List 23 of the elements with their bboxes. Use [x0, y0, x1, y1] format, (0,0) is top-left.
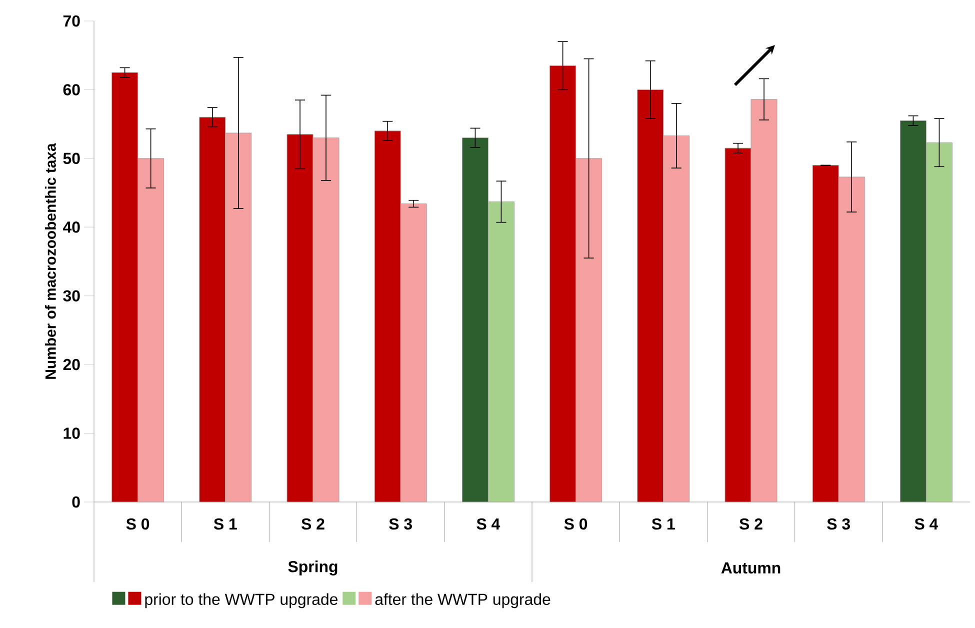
x-tick-label: S 3 — [389, 518, 412, 530]
text: Autumn — [721, 562, 780, 574]
text: Spring — [288, 560, 338, 576]
y-tick-label: 0 — [72, 496, 80, 508]
legend-label: after the WWTP upgrade — [375, 593, 550, 608]
y-tick-label: 10 — [64, 428, 80, 439]
x-tick-label: S 0 — [126, 518, 150, 530]
y-tick-label: 20 — [63, 358, 80, 370]
legend-label: prior to the WWTP upgrade — [145, 593, 338, 608]
x-tick-label: S 1 — [652, 518, 675, 530]
x-tick-label: S 4 — [914, 518, 938, 530]
x-tick-label: S 1 — [214, 518, 237, 530]
x-tick-label: S 3 — [827, 518, 850, 530]
x-tick-label: S 2 — [740, 518, 762, 530]
x-tick-label: S 2 — [302, 518, 324, 530]
x-tick-label: S 4 — [476, 518, 500, 530]
y-tick-label: 50 — [63, 152, 80, 164]
y-tick-label: 30 — [63, 290, 80, 302]
y-tick-label: 70 — [63, 15, 80, 27]
y-tick-label: 60 — [63, 84, 80, 96]
y-axis-title: Number of macrozoobenthic taxa — [44, 143, 56, 379]
y-tick-label: 40 — [62, 221, 80, 233]
x-tick-label: S 0 — [564, 518, 588, 530]
